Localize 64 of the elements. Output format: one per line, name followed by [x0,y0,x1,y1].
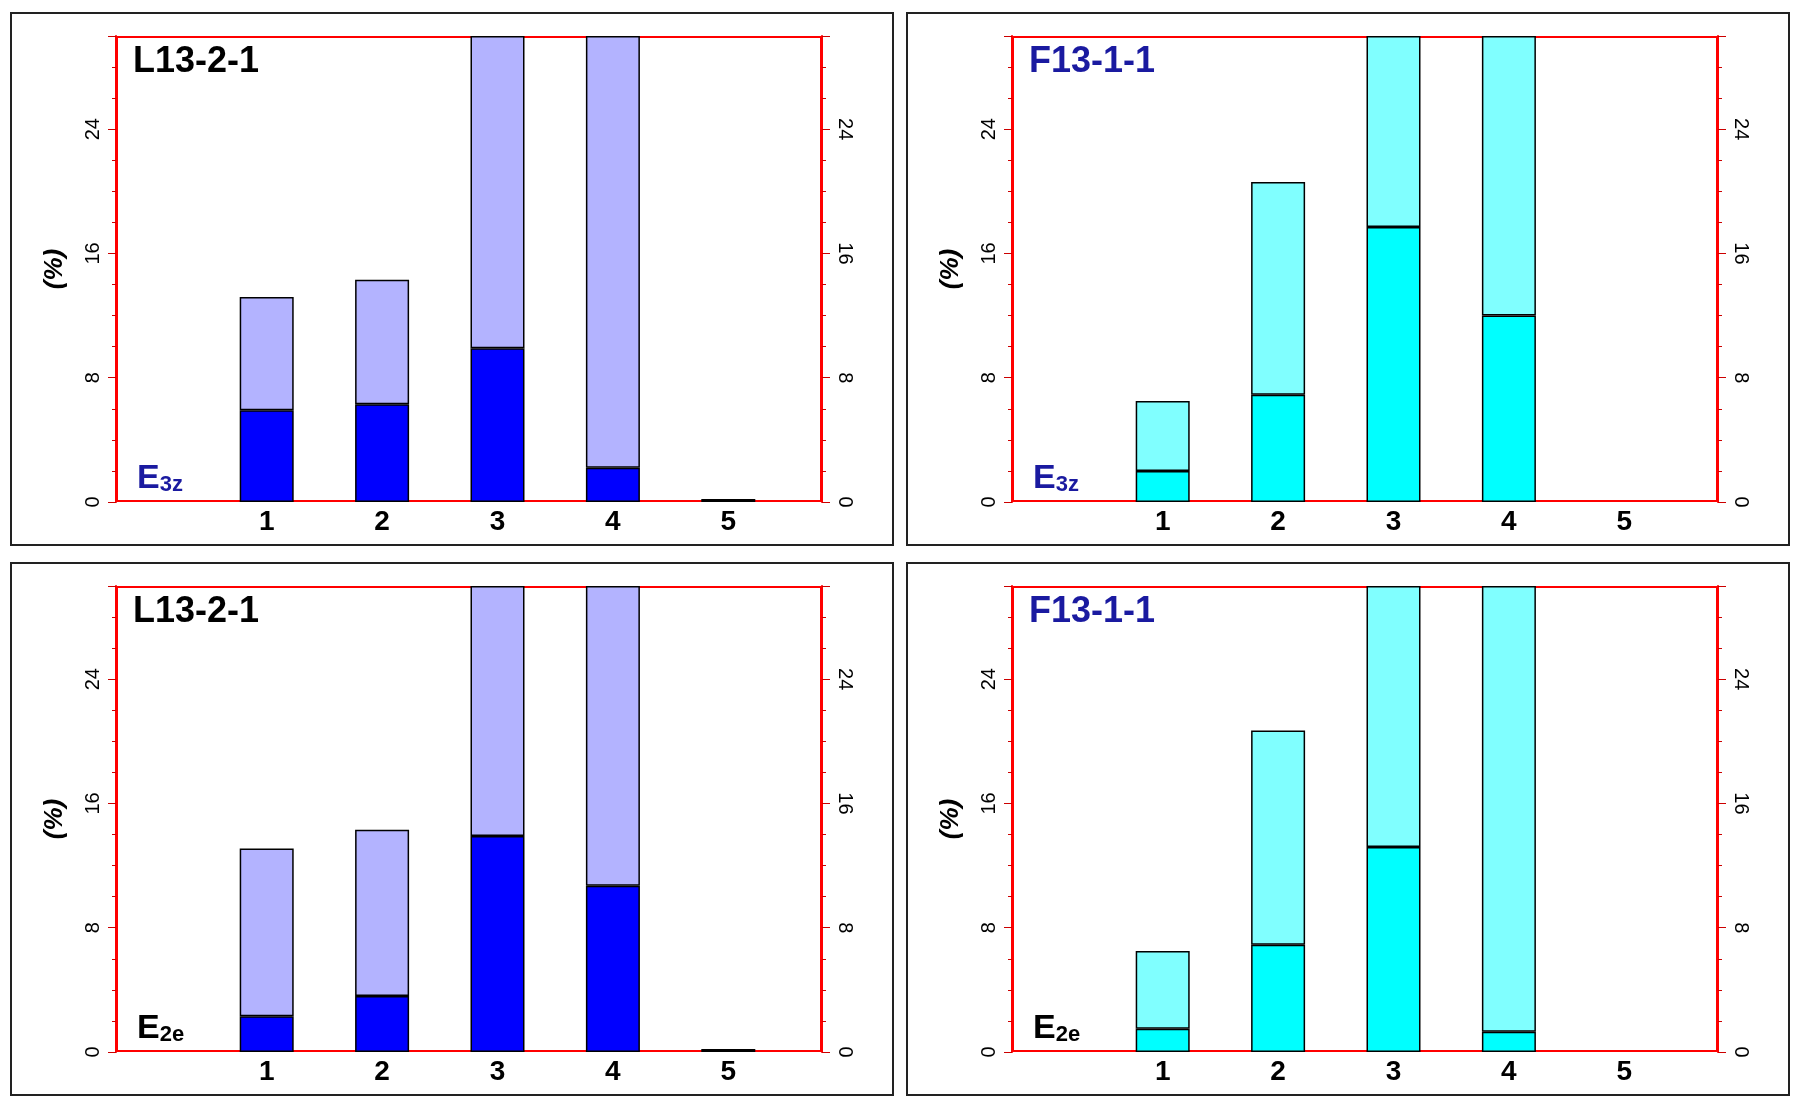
y2-tick-label: 0 [1731,1046,1753,1058]
x-tick-label: 1 [258,1054,275,1086]
y2-tick-label: 24 [835,668,857,691]
y2-tick-label: 16 [835,792,857,815]
x-tick-label: 4 [1501,504,1518,536]
x-tick-label: 3 [489,1054,506,1086]
y-axis-title: (%) [934,798,964,840]
y-tick-label: 24 [977,118,999,141]
x-tick-label: 5 [1616,504,1633,536]
y-tick-label: 16 [81,792,103,815]
y2-tick-label: 0 [1731,496,1753,508]
x-tick-label: 1 [258,504,275,536]
y2-tick-label: 8 [1731,372,1753,384]
x-tick-label: 1 [1154,504,1171,536]
annotation: E3z [1033,457,1079,496]
y-tick-label: 16 [81,242,103,265]
x-tick-label: 5 [720,1054,737,1086]
y-tick-label: 0 [977,496,999,508]
y2-tick-label: 8 [835,922,857,934]
chart-title: F13-1-1 [1029,38,1156,80]
y2-tick-label: 24 [1731,668,1753,691]
chart-title: F13-1-1 [1029,588,1156,630]
x-tick-label: 2 [374,1054,390,1086]
y-tick-label: 16 [977,792,999,815]
y-tick-label: 8 [977,372,999,384]
y2-tick-label: 16 [1731,242,1753,265]
y2-tick-label: 16 [1731,792,1753,815]
y2-tick-label: 8 [1731,922,1753,934]
y2-tick-label: 24 [1731,118,1753,141]
x-tick-label: 3 [1385,504,1402,536]
x-tick-label: 5 [720,504,737,536]
y2-tick-label: 24 [835,118,857,141]
y-tick-label: 0 [81,1046,103,1058]
y-axis-title: (%) [38,248,68,290]
chart-title: L13-2-1 [133,588,260,630]
y-tick-label: 16 [977,242,999,265]
x-tick-label: 1 [1154,1054,1171,1086]
y-tick-label: 24 [81,668,103,691]
y-tick-label: 8 [81,922,103,934]
y2-tick-label: 0 [835,1046,857,1058]
x-tick-label: 3 [489,504,506,536]
y2-tick-label: 8 [835,372,857,384]
x-tick-label: 4 [1501,1054,1518,1086]
y2-tick-label: 0 [835,496,857,508]
y-tick-label: 24 [81,118,103,141]
x-tick-label: 2 [1270,504,1286,536]
annotation: E2e [137,1007,185,1046]
y-axis-title: (%) [38,798,68,840]
y2-tick-label: 16 [835,242,857,265]
annotation: E2e [1033,1007,1081,1046]
annotation: E3z [137,457,183,496]
x-tick-label: 5 [1616,1054,1633,1086]
y-tick-label: 8 [977,922,999,934]
chart-title: L13-2-1 [133,38,260,80]
x-tick-label: 4 [605,504,622,536]
x-tick-label: 2 [1270,1054,1286,1086]
y-tick-label: 8 [81,372,103,384]
x-tick-label: 4 [605,1054,622,1086]
x-tick-label: 2 [374,504,390,536]
y-tick-label: 0 [81,496,103,508]
x-tick-label: 3 [1385,1054,1402,1086]
y-tick-label: 0 [977,1046,999,1058]
y-axis-title: (%) [934,248,964,290]
y-tick-label: 24 [977,668,999,691]
